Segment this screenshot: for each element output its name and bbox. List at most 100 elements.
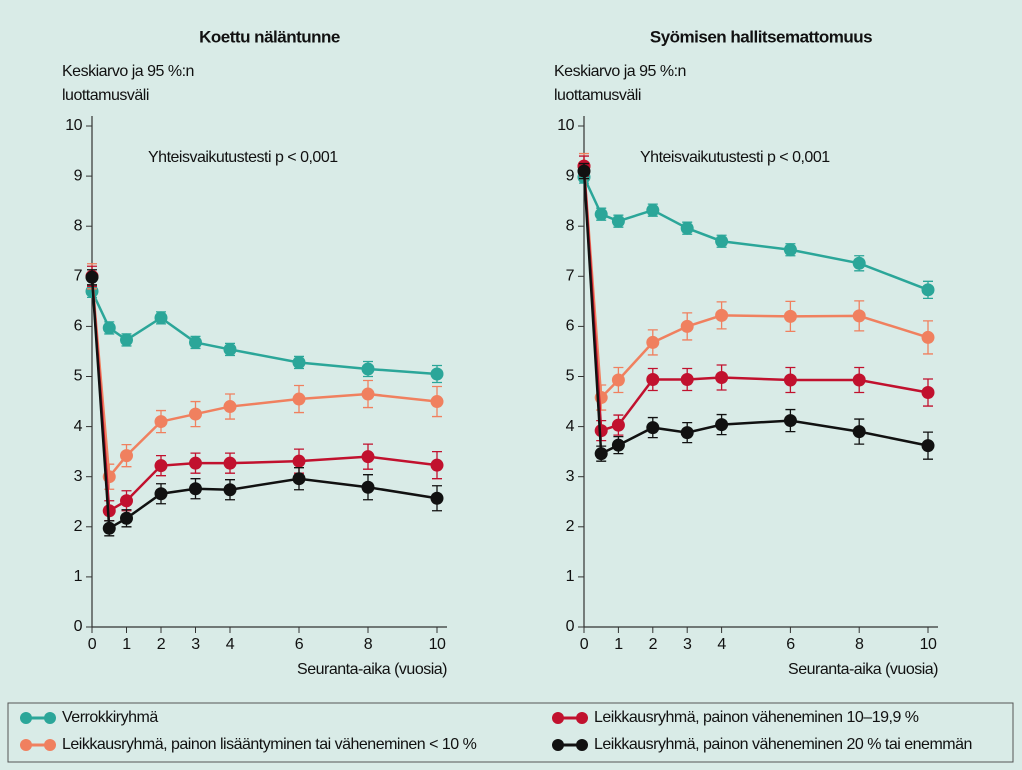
data-point <box>594 424 608 438</box>
annotation: Yhteisvaikutustesti p < 0,001 <box>640 149 830 166</box>
data-point <box>361 450 375 464</box>
data-point <box>154 311 168 325</box>
data-point <box>223 456 237 470</box>
data-point <box>646 335 660 349</box>
data-point <box>852 425 866 439</box>
y-tick-label: 9 <box>74 167 83 184</box>
x-tick-label: 0 <box>88 636 97 653</box>
y-tick-label: 4 <box>566 418 575 435</box>
data-point <box>154 415 168 429</box>
annotation: Yhteisvaikutustesti p < 0,001 <box>148 149 338 166</box>
data-point <box>852 309 866 323</box>
data-point <box>680 221 694 235</box>
data-point <box>102 521 116 535</box>
legend-marker <box>576 739 588 751</box>
y-tick-label: 1 <box>74 568 83 585</box>
y-tick-label: 6 <box>566 318 575 335</box>
y-tick-label: 2 <box>566 518 575 535</box>
y-axis-label: luottamusväli <box>554 87 641 104</box>
y-tick-label: 8 <box>566 217 575 234</box>
y-tick-label: 4 <box>74 418 83 435</box>
data-point <box>646 373 660 387</box>
data-point <box>154 459 168 473</box>
data-point <box>852 373 866 387</box>
legend-marker <box>552 712 564 724</box>
data-point <box>680 373 694 387</box>
y-tick-label: 10 <box>557 117 574 134</box>
legend-marker <box>20 739 32 751</box>
legend-marker <box>44 712 56 724</box>
data-point <box>680 426 694 440</box>
data-point <box>361 362 375 376</box>
x-tick-label: 1 <box>614 636 623 653</box>
data-point <box>292 355 306 369</box>
data-point <box>102 321 116 335</box>
legend-marker <box>20 712 32 724</box>
y-tick-label: 7 <box>566 268 575 285</box>
y-tick-label: 6 <box>74 318 83 335</box>
chart-title: Koettu näläntunne <box>199 27 340 46</box>
y-tick-label: 0 <box>74 618 83 635</box>
data-point <box>921 439 935 453</box>
data-point <box>783 414 797 428</box>
data-point <box>85 270 99 284</box>
data-point <box>292 472 306 486</box>
data-point <box>120 511 133 525</box>
data-point <box>154 487 168 501</box>
data-point <box>715 234 729 248</box>
y-tick-label: 3 <box>74 468 83 485</box>
x-tick-label: 10 <box>429 636 446 653</box>
data-point <box>646 203 660 217</box>
data-point <box>577 164 591 178</box>
x-tick-label: 3 <box>191 636 200 653</box>
data-point <box>611 438 625 452</box>
data-point <box>921 283 935 297</box>
y-tick-label: 1 <box>566 568 575 585</box>
x-tick-label: 10 <box>920 636 937 653</box>
data-point <box>189 482 202 496</box>
data-point <box>646 421 660 435</box>
data-point <box>223 483 237 497</box>
data-point <box>594 447 608 461</box>
legend-marker <box>44 739 56 751</box>
data-point <box>120 333 133 347</box>
legend-label: Leikkausryhmä, painon väheneminen 10–19,… <box>594 709 919 726</box>
data-point <box>430 458 444 472</box>
x-tick-label: 8 <box>855 636 864 653</box>
y-tick-label: 0 <box>566 618 575 635</box>
y-axis-label: Keskiarvo ja 95 %:n <box>62 63 194 80</box>
data-point <box>852 256 866 270</box>
data-point <box>611 214 625 228</box>
x-tick-label: 6 <box>786 636 795 653</box>
data-point <box>783 243 797 257</box>
data-point <box>430 395 444 409</box>
data-point <box>715 418 729 432</box>
data-point <box>783 309 797 323</box>
y-tick-label: 5 <box>566 368 575 385</box>
data-point <box>223 342 237 356</box>
x-tick-label: 0 <box>580 636 589 653</box>
data-point <box>430 491 444 505</box>
data-point <box>292 392 306 406</box>
legend-marker <box>552 739 564 751</box>
legend-label: Verrokkiryhmä <box>62 709 158 726</box>
y-tick-label: 10 <box>65 117 82 134</box>
x-tick-label: 8 <box>364 636 373 653</box>
x-tick-label: 2 <box>157 636 166 653</box>
x-tick-label: 4 <box>717 636 726 653</box>
data-point <box>921 330 935 344</box>
data-point <box>430 367 444 381</box>
data-point <box>120 494 133 508</box>
legend-label: Leikkausryhmä, painon väheneminen 20 % t… <box>594 736 972 753</box>
x-tick-label: 2 <box>649 636 658 653</box>
x-tick-label: 4 <box>226 636 235 653</box>
data-point <box>921 386 935 400</box>
y-tick-label: 5 <box>74 368 83 385</box>
chart-title: Syömisen hallitsemattomuus <box>650 27 872 46</box>
data-point <box>361 480 375 494</box>
legend-box <box>7 702 1014 763</box>
data-point <box>715 308 729 322</box>
data-point <box>223 400 237 414</box>
